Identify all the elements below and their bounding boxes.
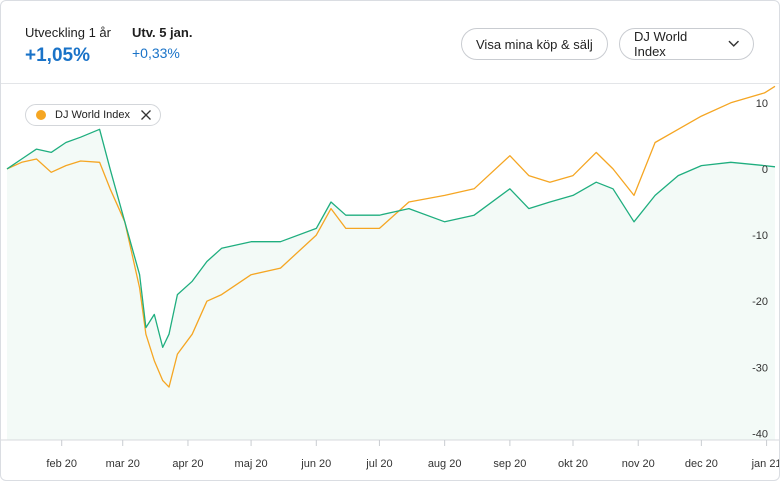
legend-color-dot (36, 110, 46, 120)
legend-chip-label: DJ World Index (55, 109, 130, 121)
series-line-compare (6, 85, 776, 388)
legend-chip: DJ World Index (25, 104, 161, 126)
x-tick-label: mar 20 (106, 458, 140, 470)
show-trades-button[interactable]: Visa mina köp & sälj (461, 28, 608, 60)
compare-index-label: DJ World Index (634, 29, 688, 59)
development-jan5: Utv. 5 jan. +0,33% (132, 25, 192, 61)
performance-chart: 10 0 -10 -20 -30 -40 feb 20 mar 20 apr 20 maj 20 j… (1, 85, 779, 470)
y-tick-label: -10 (752, 230, 768, 242)
development-1y-value: +1,05% (25, 45, 90, 66)
y-tick-label: -20 (752, 296, 768, 308)
series-area-fill (7, 129, 775, 441)
chart-header: Utveckling 1 år +1,05% Utv. 5 jan. +0,33… (1, 1, 779, 84)
chevron-down-icon (727, 40, 739, 47)
show-trades-label: Visa mina köp & sälj (476, 36, 593, 52)
x-tick-label: jul 20 (365, 458, 392, 470)
x-tick-label: okt 20 (558, 458, 588, 470)
x-tick-label: aug 20 (428, 458, 462, 470)
development-1y-label: Utveckling 1 år (25, 25, 111, 40)
development-jan5-value: +0,33% (132, 45, 180, 61)
x-tick-label: maj 20 (235, 458, 268, 470)
development-jan5-label: Utv. 5 jan. (132, 25, 193, 40)
y-tick-label: 10 (756, 98, 768, 110)
close-icon[interactable] (140, 109, 152, 121)
development-1y: Utveckling 1 år +1,05% (25, 25, 111, 67)
x-tick-label: sep 20 (493, 458, 526, 470)
x-tick-label: feb 20 (46, 458, 77, 470)
series-line-primary (6, 128, 776, 349)
x-tick-label: dec 20 (685, 458, 718, 470)
x-tick-label: nov 20 (622, 458, 655, 470)
compare-index-select[interactable]: DJ World Index (619, 28, 754, 60)
y-tick-label: -40 (752, 428, 768, 440)
x-tick-label: apr 20 (172, 458, 203, 470)
y-tick-label: 0 (762, 164, 768, 176)
x-tick-label: jan 21 (751, 458, 779, 470)
y-tick-label: -30 (752, 362, 768, 374)
x-tick-label: jun 20 (300, 458, 331, 470)
